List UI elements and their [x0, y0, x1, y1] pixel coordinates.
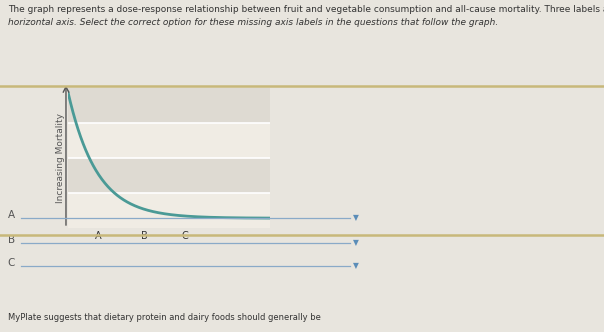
Bar — [68, 193, 270, 228]
Text: C: C — [8, 258, 15, 268]
Text: ▼: ▼ — [353, 261, 359, 270]
Text: B: B — [8, 235, 15, 245]
Y-axis label: Increasing Mortality: Increasing Mortality — [56, 113, 65, 203]
Text: MyPlate suggests that dietary protein and dairy foods should generally be: MyPlate suggests that dietary protein an… — [8, 312, 321, 322]
Text: ▼: ▼ — [353, 238, 359, 247]
Text: The graph represents a dose-response relationship between fruit and vegetable co: The graph represents a dose-response rel… — [8, 5, 604, 14]
Text: horizontal axis. Select the correct option for these missing axis labels in the : horizontal axis. Select the correct opti… — [8, 18, 498, 27]
Bar — [68, 123, 270, 158]
Text: A: A — [8, 210, 15, 220]
Text: ▼: ▼ — [353, 213, 359, 222]
Bar — [68, 158, 270, 193]
Bar — [68, 88, 270, 123]
